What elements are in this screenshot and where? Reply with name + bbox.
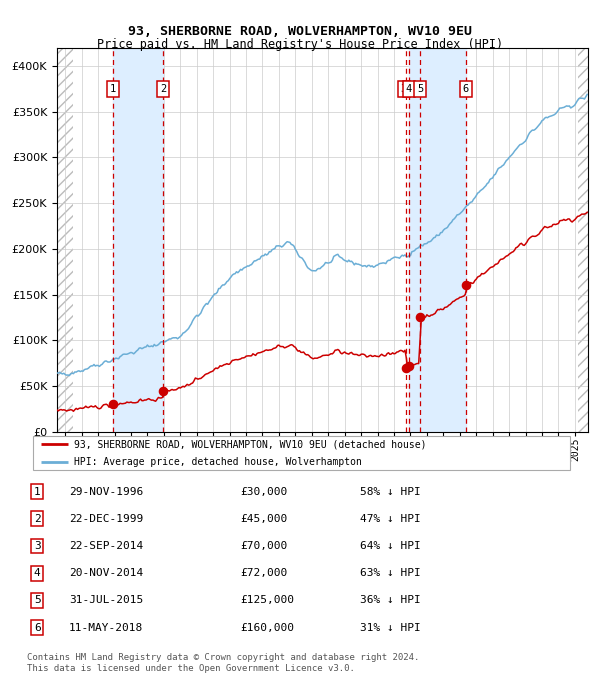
Text: 2: 2: [160, 84, 166, 94]
Bar: [57, 48, 73, 432]
Text: 47% ↓ HPI: 47% ↓ HPI: [360, 514, 421, 524]
Text: £70,000: £70,000: [240, 541, 287, 551]
Point: [401, 362, 410, 373]
Text: 20-NOV-2014: 20-NOV-2014: [69, 568, 143, 578]
Text: 3: 3: [34, 541, 41, 551]
Bar: [578, 48, 588, 432]
Text: 22-DEC-1999: 22-DEC-1999: [69, 514, 143, 524]
Text: 1: 1: [34, 487, 41, 496]
Text: HPI: Average price, detached house, Wolverhampton: HPI: Average price, detached house, Wolv…: [74, 457, 361, 466]
Text: 31% ↓ HPI: 31% ↓ HPI: [360, 623, 421, 632]
Text: 5: 5: [417, 84, 423, 94]
FancyBboxPatch shape: [33, 436, 570, 470]
Text: £125,000: £125,000: [240, 596, 294, 605]
Text: £45,000: £45,000: [240, 514, 287, 524]
Text: 29-NOV-1996: 29-NOV-1996: [69, 487, 143, 496]
Text: 93, SHERBORNE ROAD, WOLVERHAMPTON, WV10 9EU: 93, SHERBORNE ROAD, WOLVERHAMPTON, WV10 …: [128, 25, 472, 38]
Point: [158, 385, 168, 396]
Point: [415, 312, 425, 323]
Text: 22-SEP-2014: 22-SEP-2014: [69, 541, 143, 551]
Text: Contains HM Land Registry data © Crown copyright and database right 2024.: Contains HM Land Registry data © Crown c…: [27, 653, 419, 662]
Text: 6: 6: [34, 623, 41, 632]
Point: [461, 280, 470, 291]
Text: 4: 4: [406, 84, 412, 94]
Text: 2: 2: [34, 514, 41, 524]
Text: £30,000: £30,000: [240, 487, 287, 496]
Text: £160,000: £160,000: [240, 623, 294, 632]
Text: 31-JUL-2015: 31-JUL-2015: [69, 596, 143, 605]
Point: [108, 399, 118, 410]
Text: £72,000: £72,000: [240, 568, 287, 578]
Bar: [409, 48, 420, 432]
Text: Price paid vs. HM Land Registry's House Price Index (HPI): Price paid vs. HM Land Registry's House …: [97, 38, 503, 51]
Text: This data is licensed under the Open Government Licence v3.0.: This data is licensed under the Open Gov…: [27, 664, 355, 673]
Text: 36% ↓ HPI: 36% ↓ HPI: [360, 596, 421, 605]
Bar: [420, 48, 466, 432]
Text: 58% ↓ HPI: 58% ↓ HPI: [360, 487, 421, 496]
Text: 4: 4: [34, 568, 41, 578]
Text: 3: 3: [401, 84, 407, 94]
Point: [404, 360, 413, 371]
Text: 11-MAY-2018: 11-MAY-2018: [69, 623, 143, 632]
Text: 93, SHERBORNE ROAD, WOLVERHAMPTON, WV10 9EU (detached house): 93, SHERBORNE ROAD, WOLVERHAMPTON, WV10 …: [74, 439, 426, 449]
Text: 64% ↓ HPI: 64% ↓ HPI: [360, 541, 421, 551]
Text: 1: 1: [110, 84, 116, 94]
Bar: [113, 48, 163, 432]
Text: 6: 6: [463, 84, 469, 94]
Text: 63% ↓ HPI: 63% ↓ HPI: [360, 568, 421, 578]
Text: 5: 5: [34, 596, 41, 605]
